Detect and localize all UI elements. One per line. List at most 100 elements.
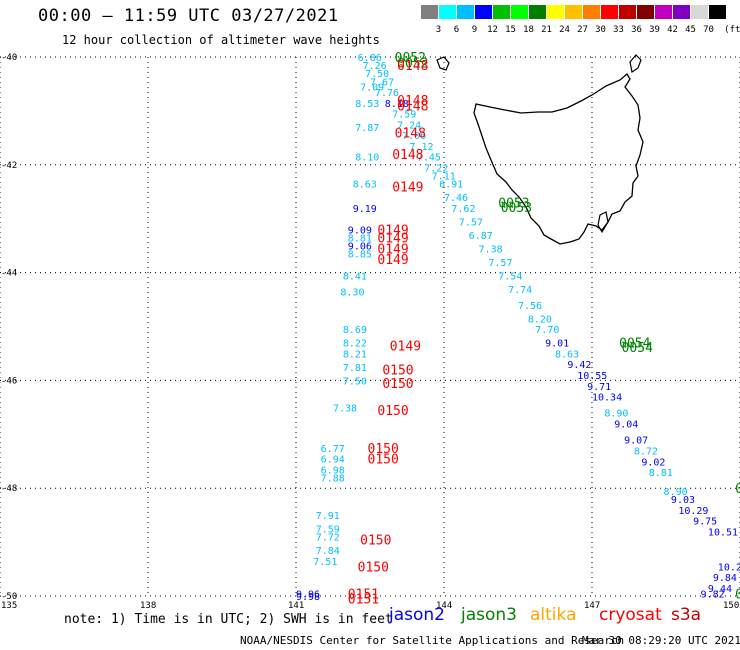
swh-value: 9.75 <box>693 517 717 528</box>
swh-value: 8.41 <box>343 271 367 282</box>
footnote: note: 1) Time is in UTC; 2) SWH is in fe… <box>64 612 393 627</box>
swh-value: 7.09 <box>360 83 384 94</box>
pass-time-label: 0 <box>735 482 740 497</box>
swh-value: 10.55 <box>577 371 607 382</box>
swh-value: 9.98 <box>296 592 320 603</box>
scale-swatch <box>475 5 492 19</box>
scale-swatch <box>547 5 564 19</box>
swh-value: 9.07 <box>624 436 648 447</box>
credit-text: NOAA/NESDIS Center for Satellite Applica… <box>240 634 625 647</box>
swh-value: 6.94 <box>321 455 345 466</box>
scale-swatch <box>493 5 510 19</box>
swh-value: 7.26 <box>363 61 387 72</box>
scale-label: 3 <box>435 25 442 35</box>
swh-value: 7.24 <box>397 120 421 131</box>
scale-swatch <box>637 5 654 19</box>
swh-value: 9.84 <box>713 573 737 584</box>
scale-label: 21 <box>541 25 552 35</box>
pass-time-label: 0053 <box>501 201 532 216</box>
map-title: 00:00 – 11:59 UTC 03/27/2021 <box>38 6 339 26</box>
swh-value: 9.42 <box>567 360 591 371</box>
latitude-tick-label: -46 <box>1 376 17 386</box>
longitude-tick-label: 138 <box>140 601 156 610</box>
swh-value: 8.20 <box>528 314 552 325</box>
swh-value: 8.72 <box>634 446 658 457</box>
swh-value: 6.98 <box>321 465 345 476</box>
swh-value: 6.87 <box>469 231 493 242</box>
pass-time-label: 0150 <box>360 533 391 548</box>
latitude-tick-label: -48 <box>1 484 17 494</box>
tasmania-coastline <box>436 54 644 245</box>
swh-value: 7.11 <box>432 172 456 183</box>
scale-swatch <box>511 5 528 19</box>
pass-time-label: 0150 <box>377 404 408 419</box>
scale-label: 33 <box>613 25 624 35</box>
swh-value: 9.02 <box>641 457 665 468</box>
satellite-legend-item: jason3 <box>461 605 517 625</box>
latitude-tick-label: -50 <box>1 592 17 602</box>
pass-time-label: 0151 <box>348 593 379 608</box>
map-subtitle: 12 hour collection of altimeter wave hei… <box>62 33 380 47</box>
scale-label: 27 <box>577 25 588 35</box>
swh-value: 8.90 <box>664 487 688 498</box>
pass-time-label: 0150 <box>368 442 399 457</box>
pass-time-label: 0149 <box>390 339 421 354</box>
swh-value: 7.67 <box>370 77 394 88</box>
swh-value: 9.96 <box>296 589 320 600</box>
longitude-tick-label: 135 <box>1 601 17 610</box>
pass-time-label: 0148 <box>395 126 426 141</box>
scale-label: 15 <box>505 25 516 35</box>
swh-value: 7.62 <box>451 204 475 215</box>
pass-time-label: 0150 <box>382 364 413 379</box>
scale-label: 30 <box>595 25 606 35</box>
swh-value: 10.34 <box>592 393 622 404</box>
swh-value: 9.19 <box>353 204 377 215</box>
swh-value: 7.57 <box>488 258 512 269</box>
scale-label: 9 <box>471 25 478 35</box>
scale-label: 6 <box>453 25 460 35</box>
pass-time-label: 0151 <box>348 587 379 602</box>
swh-value: 8.90 <box>604 409 628 420</box>
scale-label: 42 <box>667 25 678 35</box>
swh-value: 7.38 <box>479 244 503 255</box>
scale-swatch <box>691 5 708 19</box>
swh-value: 7.59 <box>316 525 340 536</box>
scale-label: 45 <box>685 25 696 35</box>
swh-value: 6.77 <box>321 444 345 455</box>
pass-time-label: 0149 <box>377 232 408 247</box>
scale-label: 36 <box>631 25 642 35</box>
longitude-tick-label: 150 <box>723 601 739 610</box>
longitude-tick-label: 141 <box>288 601 304 610</box>
flinders-island-outline <box>629 54 642 73</box>
swh-value: 7.56 <box>518 301 542 312</box>
swh-value: 7.87 <box>355 123 379 134</box>
swh-value: 7.81 <box>343 363 367 374</box>
swh-value: 7.06 <box>402 131 426 142</box>
pass-time-label: 0150 <box>368 453 399 468</box>
swh-value: 9.82 <box>701 589 725 600</box>
swh-value: 9.03 <box>671 495 695 506</box>
swh-value: 7.76 <box>375 88 399 99</box>
swh-value: 7.54 <box>498 271 522 282</box>
scale-unit: (ft) <box>724 25 740 35</box>
latitude-tick-label: -40 <box>1 53 17 63</box>
pass-time-label: 0052 <box>397 56 428 71</box>
altimeter-labels: 6.867.267.507.677.097.768.53 8.187.597.24… <box>296 51 740 608</box>
pass-time-label: 0053 <box>498 197 529 212</box>
swh-value: 7.45 <box>417 153 441 164</box>
swh-value: 9.06 <box>348 242 372 253</box>
swh-value: 7.88 <box>321 473 345 484</box>
swh-value: 8.22 <box>343 339 367 350</box>
swh-value: 8.81 <box>649 468 673 479</box>
king-island-outline <box>436 56 450 71</box>
scale-label: 70 <box>703 25 714 35</box>
latitude-tick-label: -42 <box>1 161 17 171</box>
scale-label: 39 <box>649 25 660 35</box>
longitude-tick-label: 144 <box>436 601 452 610</box>
swh-value: 10.51 <box>708 527 738 538</box>
pass-time-label: 0148 <box>397 59 428 74</box>
scale-swatch <box>529 5 546 19</box>
swh-value: 9.71 <box>587 382 611 393</box>
scale-swatch <box>655 5 672 19</box>
